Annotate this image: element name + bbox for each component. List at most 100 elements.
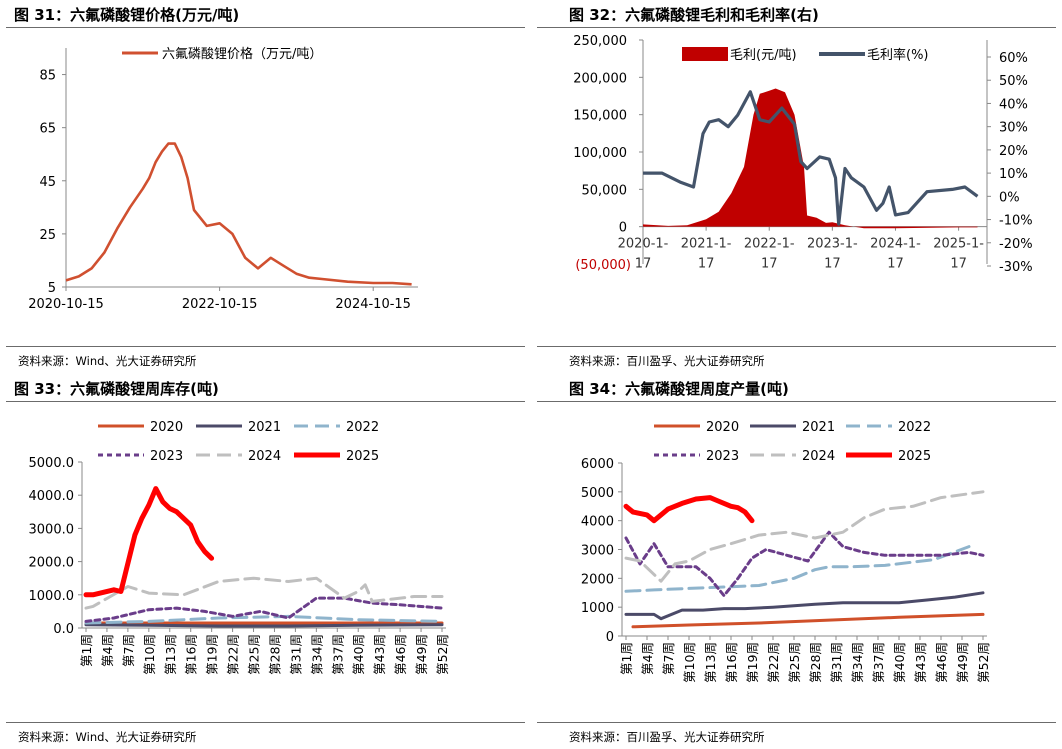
y-tick-label-negative: (50,000) (575, 258, 631, 273)
x-tick-label: 17 (761, 257, 778, 272)
y2-tick-label: 60% (999, 51, 1028, 66)
legend-label: 六氟磷酸锂价格（万元/吨） (162, 46, 322, 62)
y2-tick-label: 0% (999, 190, 1020, 205)
y-tick-label: 2000.0 (29, 556, 75, 571)
y2-tick-label: 40% (999, 97, 1028, 112)
y-tick-label: 1000.0 (29, 589, 75, 604)
panel-weekly-output: 图 34：六氟磷酸锂周度产量(吨) 0 1000 2000 3000 4000 5000 6… (531, 374, 1062, 748)
legend-label: 2021 (802, 420, 835, 435)
y-tick-label: 65 (39, 122, 56, 137)
x-tick-label: 第28周 (267, 634, 282, 675)
chart-title: 图 33：六氟磷酸锂周库存(吨) (14, 380, 219, 398)
x-tick-label: 2020-10-15 (28, 297, 104, 312)
y-tick-label: 50,000 (582, 183, 628, 198)
title-divider (537, 401, 1056, 402)
x-tick-label: 2024-1- (870, 237, 921, 252)
x-tick-label: 第37周 (871, 642, 886, 683)
x-tick-label: 第31周 (829, 642, 844, 683)
x-tick-label: 第7周 (121, 634, 136, 667)
legend-label: 2024 (802, 449, 835, 464)
y-tick-label: 4000.0 (29, 489, 75, 504)
x-tick-label: 第34周 (850, 642, 865, 683)
x-tick-label: 第16周 (724, 642, 739, 683)
chart-title: 图 31：六氟磷酸锂价格(万元/吨) (14, 6, 240, 24)
source-note: 资料来源：百川盈孚、光大证券研究所 (569, 730, 765, 744)
price-series-line (65, 142, 412, 286)
panel-weekly-inventory: 图 33：六氟磷酸锂周库存(吨) 0.0 1000.0 2000.0 3000.0 40… (0, 374, 531, 748)
x-tick-label: 第13周 (163, 634, 178, 675)
x-tick-label: 第31周 (288, 634, 303, 675)
x-tick-label: 17 (950, 257, 967, 272)
legend-label: 2021 (248, 420, 281, 435)
x-tick-label: 第4周 (640, 642, 655, 675)
title-divider (537, 27, 1056, 28)
series-line-2025 (623, 495, 755, 524)
y-tick-label: 0 (619, 221, 627, 236)
legend-label: 2025 (346, 449, 379, 464)
x-tick-label: 第10周 (682, 642, 697, 683)
x-tick-label: 第49周 (414, 634, 429, 675)
series-line-2023 (84, 596, 444, 623)
x-tick-label: 2020-1- (618, 237, 669, 252)
legend-label: 2020 (706, 420, 739, 435)
title-divider (6, 401, 525, 402)
source-note: 资料来源：Wind、光大证券研究所 (18, 730, 197, 744)
y-tick-label: 85 (39, 69, 56, 84)
x-tick-label: 17 (887, 257, 904, 272)
y-tick-label: 5000 (581, 486, 614, 501)
x-tick-label: 第1周 (79, 634, 94, 667)
x-tick-label: 第22周 (226, 634, 241, 675)
series-line-2021 (84, 623, 444, 628)
y-tick-label: 2000 (581, 572, 614, 587)
x-tick-label: 第1周 (619, 642, 634, 675)
source-note: 资料来源：百川盈孚、光大证券研究所 (569, 354, 765, 368)
y2-tick-label: 50% (999, 74, 1028, 89)
chart-title: 图 34：六氟磷酸锂周度产量(吨) (569, 380, 789, 398)
x-tick-label: 第19周 (745, 642, 760, 683)
x-tick-label: 第22周 (766, 642, 781, 683)
legend-label: 2024 (248, 449, 281, 464)
x-tick-label: 第52周 (435, 634, 450, 675)
series-line-2024 (84, 576, 444, 610)
y-tick-label: 3000.0 (29, 522, 75, 537)
series-line-2020 (631, 612, 985, 629)
x-tick-label: 第25周 (787, 642, 802, 683)
x-tick-label: 第46周 (393, 634, 408, 675)
y-tick-label: 5 (48, 281, 56, 296)
legend-label: 2025 (898, 449, 931, 464)
x-tick-label: 第16周 (184, 634, 199, 675)
x-tick-label: 第34周 (309, 634, 324, 675)
series-line-2025 (83, 486, 215, 598)
y-tick-label: 1000 (581, 601, 614, 616)
x-tick-label: 第13周 (703, 642, 718, 683)
x-tick-label: 第40周 (351, 634, 366, 675)
x-tick-label: 2024-10-15 (335, 297, 411, 312)
x-tick-label: 2025-1- (933, 237, 984, 252)
series-line-2021 (624, 591, 985, 621)
x-tick-label: 第37周 (330, 634, 345, 675)
y2-tick-label: -30% (999, 260, 1033, 275)
source-divider (537, 346, 1056, 347)
legend-label: 2022 (898, 420, 931, 435)
y-tick-label: 45 (39, 175, 56, 190)
title-divider (6, 27, 525, 28)
x-tick-label: 第25周 (247, 634, 262, 675)
x-tick-label: 2023-1- (807, 237, 858, 252)
series-line-2022 (624, 545, 971, 593)
x-tick-label: 第46周 (934, 642, 949, 683)
x-tick-label: 第28周 (808, 642, 823, 683)
x-tick-label: 第10周 (142, 634, 157, 675)
panel-price: 图 31：六氟磷酸锂价格(万元/吨) 5 25 45 65 85 2020-10-15 20… (0, 0, 531, 374)
y-tick-label: 150,000 (573, 109, 627, 124)
legend-label: 2022 (346, 420, 379, 435)
legend-swatch-profit (682, 47, 728, 61)
x-tick-label: 第7周 (661, 642, 676, 675)
x-tick-label: 第40周 (892, 642, 907, 683)
chart-title: 图 32：六氟磷酸锂毛利和毛利率(右) (569, 6, 819, 24)
source-note: 资料来源：Wind、光大证券研究所 (18, 354, 197, 368)
x-tick-label: 17 (635, 257, 652, 272)
y-tick-label: 100,000 (573, 146, 627, 161)
y-tick-label: 4000 (581, 515, 614, 530)
y2-tick-label: -10% (999, 214, 1033, 229)
